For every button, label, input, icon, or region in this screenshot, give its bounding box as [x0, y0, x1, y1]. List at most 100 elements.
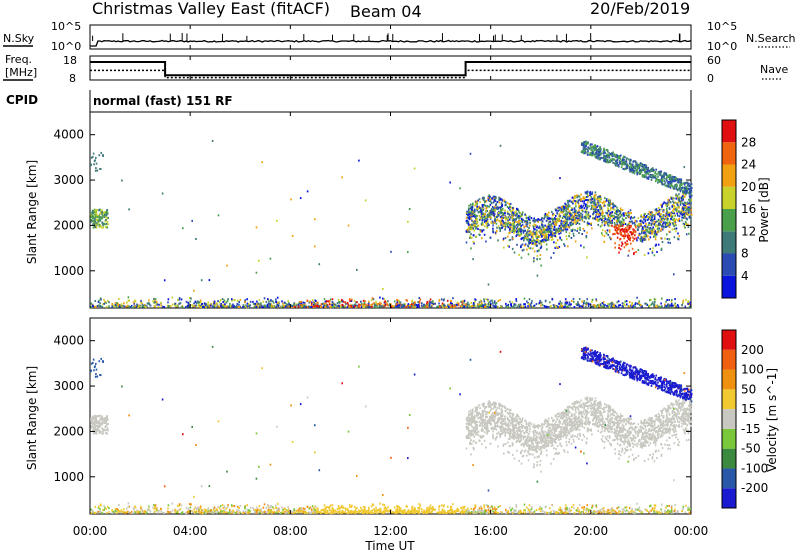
range-cell	[654, 225, 657, 228]
range-cell	[567, 225, 569, 228]
range-cell	[678, 180, 681, 183]
range-cell	[360, 300, 362, 303]
range-cell	[537, 240, 539, 243]
range-cell	[428, 303, 431, 306]
range-cell	[384, 304, 387, 307]
range-cell	[659, 213, 662, 216]
noise-left-tick-top: 10^5	[51, 20, 81, 33]
range-cell	[596, 218, 599, 221]
range-cell	[597, 149, 600, 152]
range-cell	[618, 216, 620, 219]
range-cell	[632, 304, 635, 307]
range-cell	[529, 215, 531, 218]
range-cell	[224, 300, 226, 303]
range-cell	[621, 214, 623, 217]
range-cell	[480, 207, 482, 210]
range-cell	[527, 305, 529, 308]
range-cell	[475, 202, 477, 205]
range-cell	[585, 199, 587, 202]
range-cell	[627, 233, 629, 236]
range-cell	[673, 227, 676, 230]
range-cell	[585, 236, 588, 239]
range-cell	[102, 224, 104, 227]
range-cell	[631, 167, 633, 170]
range-cell	[590, 193, 592, 196]
range-cell	[536, 232, 538, 235]
range-cell	[596, 219, 599, 222]
range-cell	[566, 305, 569, 308]
range-cell	[507, 232, 510, 235]
range-cell	[527, 235, 529, 238]
range-cell	[550, 223, 553, 226]
range-cell	[669, 180, 672, 183]
range-cell	[534, 239, 536, 242]
range-cell	[629, 162, 632, 165]
range-cell	[194, 301, 197, 304]
range-cell	[660, 180, 663, 183]
range-cell	[539, 257, 541, 260]
range-cell	[626, 225, 629, 228]
range-cell	[553, 305, 555, 308]
range-cell	[134, 305, 137, 308]
range-cell	[527, 229, 529, 231]
range-cell	[535, 231, 538, 233]
range-cell	[560, 209, 563, 212]
range-cell	[613, 208, 615, 211]
range-cell	[586, 256, 588, 259]
range-cell	[552, 221, 554, 224]
range-cell	[332, 302, 335, 305]
range-cell	[134, 300, 137, 303]
range-cell	[345, 303, 347, 305]
range-cell	[470, 225, 473, 228]
range-cell	[487, 197, 489, 200]
range-cell	[492, 229, 494, 232]
range-cell	[489, 209, 491, 212]
range-cell	[368, 302, 370, 305]
range-cell	[625, 163, 627, 166]
range-cell	[617, 227, 620, 230]
range-cell	[624, 235, 627, 238]
range-cell	[580, 215, 582, 218]
range-cell	[286, 305, 288, 308]
range-cell	[560, 239, 563, 242]
range-cell	[475, 200, 477, 203]
range-cell	[469, 228, 472, 231]
range-cell	[122, 304, 125, 307]
range-cell	[530, 233, 533, 236]
range-cell	[626, 235, 629, 238]
range-cell	[546, 217, 549, 220]
range-cell	[310, 306, 313, 308]
range-cell	[630, 163, 632, 166]
range-cell	[469, 236, 471, 239]
range-cell	[195, 304, 198, 307]
range-cell	[136, 305, 138, 307]
range-cell	[608, 200, 611, 203]
range-cell	[425, 305, 427, 308]
range-cell	[331, 301, 334, 304]
range-cell	[95, 162, 98, 165]
range-cell	[398, 302, 401, 305]
range-cell	[520, 232, 523, 235]
range-cell	[609, 216, 612, 219]
range-cell	[657, 211, 660, 214]
range-cell	[478, 214, 481, 217]
range-cell	[523, 237, 526, 240]
range-cell	[163, 279, 166, 282]
range-cell	[485, 303, 487, 306]
range-cell	[536, 258, 538, 261]
range-cell	[477, 207, 479, 210]
range-cell	[578, 232, 580, 234]
range-cell	[561, 207, 564, 210]
range-cell	[502, 225, 504, 228]
range-cell	[398, 304, 401, 307]
range-cell	[601, 221, 604, 224]
range-cell	[512, 306, 514, 309]
range-cell	[672, 200, 674, 203]
range-cell	[105, 222, 108, 225]
range-cell	[617, 164, 620, 166]
range-cell	[666, 299, 668, 301]
range-cell	[576, 214, 578, 217]
range-cell	[665, 209, 668, 212]
range-cell	[669, 186, 672, 189]
range-cell	[649, 213, 651, 216]
